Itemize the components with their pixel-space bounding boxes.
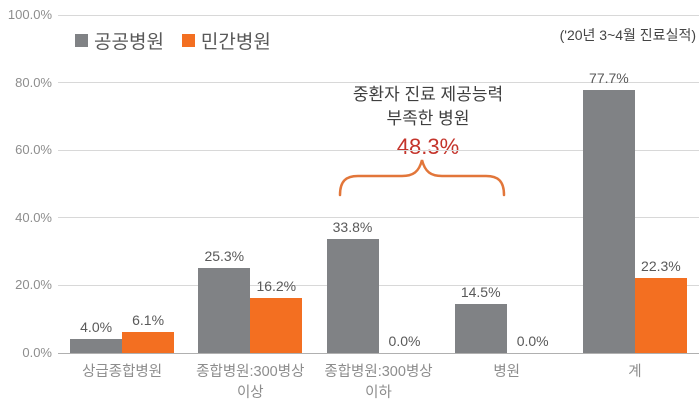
bar-공공병원-병원 [454,304,507,353]
legend-label-private: 민간병원 [200,32,271,53]
bar-value-label: 77.7% [589,70,629,87]
legend-item-private: 민간병원 [181,27,271,54]
annotation-line2: 부족한 병원 [386,109,470,128]
x-axis-category-label: 종합병원:300병상 이상 [196,364,305,401]
bar-공공병원-종합병원:300병상 이하 [326,238,379,353]
plot-area: 4.0% 6.1% 25.3% 16.2% 33.8% 0.0% 14.5% 0.0% 77.7… [58,14,699,354]
bar-value-label: 4.0% [80,319,113,336]
legend-item-public: 공공병원 [75,27,164,54]
x-axis-category-label: 상급종합병원 [82,364,163,380]
gridline [58,82,699,84]
bar-민간병원-상급종합병원 [122,332,175,353]
y-axis-tick-label: 60.0% [15,142,52,158]
bar-공공병원-종합병원:300병상 이상 [198,267,251,353]
bar-value-label: 25.3% [204,247,245,264]
bar-value-label: 14.5% [460,284,501,300]
period-note: ('20년 3~4월 진료실적) [559,27,696,43]
legend-swatch-private-icon [181,34,195,47]
gridline [58,352,699,354]
gridline [58,217,699,219]
brace-icon [338,159,506,197]
bar-공공병원-상급종합병원 [70,339,123,353]
gridline [58,149,699,151]
annotation-line1: 중환자 진료 제공능력 [352,85,504,104]
bar-공공병원-계 [582,90,635,353]
bar-민간병원-종합병원:300병상 이상 [250,298,303,353]
bar-value-label: 22.3% [641,257,681,274]
legend-swatch-public-icon [75,34,88,47]
bar-value-label: 33.8% [332,218,373,235]
bar-value-label: 0.0% [388,333,421,349]
legend-label-public: 공공병원 [94,32,164,53]
annotation-insufficient-care: 중환자 진료 제공능력 부족한 병원 48.3% [328,83,528,161]
x-axis-category-label: 종합병원:300병상 이하 [324,364,433,401]
bar-value-label: 6.1% [132,312,165,329]
x-axis-category-label: 병원 [493,364,521,380]
legend: 공공병원 민간병원 [75,27,271,54]
gridline [58,284,699,286]
annotation-value: 48.3% [396,134,460,159]
y-axis-tick-label: 80.0% [15,74,52,90]
y-axis-tick-label: 100.0% [7,7,52,22]
bar-민간병원-계 [634,277,687,353]
bar-value-label: 16.2% [256,278,297,295]
x-axis-category-label: 계 [628,364,642,380]
y-axis-tick-label: 40.0% [15,209,52,225]
y-axis-tick-label: 20.0% [15,277,52,293]
gridline [58,14,699,16]
y-axis-tick-label: 0.0% [22,345,52,360]
bar-value-label: 0.0% [516,333,549,349]
